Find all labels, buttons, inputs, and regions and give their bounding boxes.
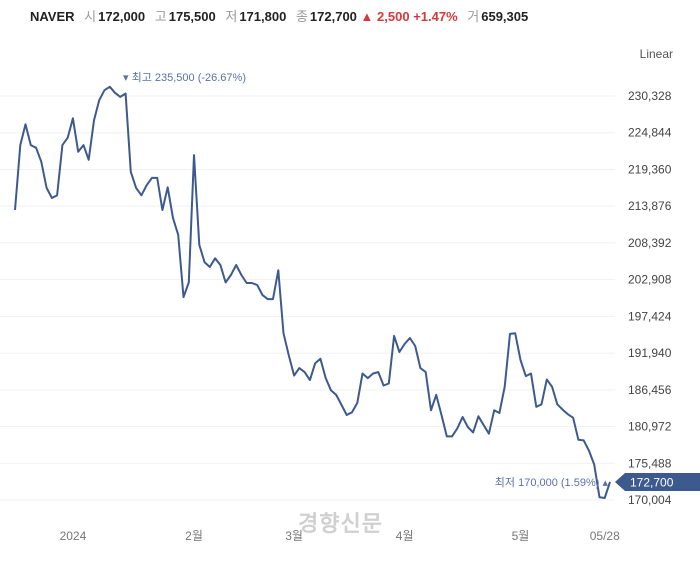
y-tick-label: 175,488	[628, 456, 672, 470]
x-tick-label: 2월	[185, 529, 203, 543]
y-tick-label: 213,876	[628, 199, 672, 213]
quote-header: NAVER 시 172,000 고 175,500 저 171,800 종 172,70…	[30, 6, 528, 25]
low-value: 171,800	[239, 9, 287, 24]
x-tick-label: 4월	[396, 529, 414, 543]
change-value: ▲ 2,500	[360, 9, 410, 24]
x-tick-label: 05/28	[590, 529, 620, 543]
open-label: 시	[84, 9, 97, 24]
close-value: 172,700	[309, 9, 357, 24]
x-tick-label: 5월	[512, 529, 530, 543]
y-tick-label: 197,424	[628, 309, 672, 323]
max-annotation: ▾ 최고 235,500 (-26.67%)	[123, 71, 246, 84]
min-annotation: 최저 170,000 (1.59%) ▴	[495, 476, 609, 489]
y-tick-label: 180,972	[628, 420, 672, 434]
x-tick-label: 2024	[60, 529, 87, 543]
last-price-marker	[615, 472, 700, 491]
price-line	[14, 85, 611, 499]
open-value: 172,000	[98, 9, 146, 24]
change-pct: +1.47%	[413, 9, 458, 24]
ticker-name: NAVER	[30, 9, 75, 24]
y-tick-label: 208,392	[628, 236, 672, 250]
scale-toggle[interactable]: Linear	[639, 47, 673, 61]
y-tick-label: 202,908	[628, 273, 672, 287]
low-label: 저	[225, 9, 238, 24]
y-tick-label: 186,456	[628, 383, 672, 397]
watermark: 경향신문	[298, 511, 383, 536]
volume-value: 659,305	[481, 9, 529, 24]
last-price-label: 172,700	[630, 475, 674, 489]
y-tick-label: 224,844	[628, 126, 672, 140]
volume-label: 거	[467, 9, 480, 24]
high-label: 고	[154, 9, 167, 24]
y-tick-label: 230,328	[628, 89, 672, 103]
y-tick-label: 191,940	[628, 346, 672, 360]
y-tick-label: 219,360	[628, 162, 672, 176]
x-tick-label: 3월	[285, 529, 303, 543]
y-tick-label: 170,004	[628, 493, 672, 507]
high-value: 175,500	[168, 9, 216, 24]
close-label: 종	[295, 9, 308, 24]
